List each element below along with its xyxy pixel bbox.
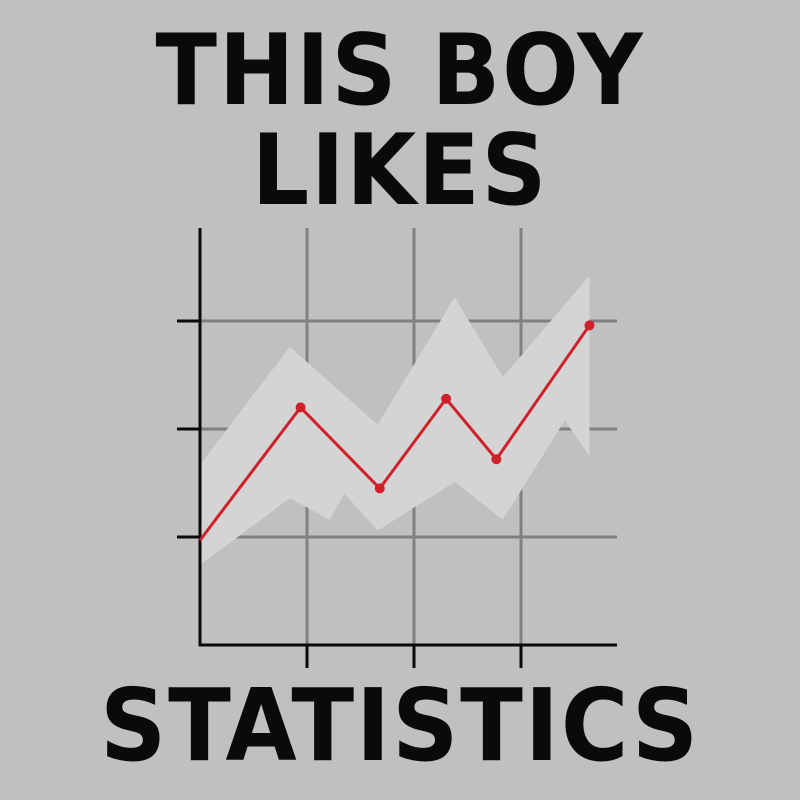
data-point xyxy=(374,483,385,494)
title-line-2: LIKES xyxy=(251,114,549,228)
data-point xyxy=(584,320,595,331)
axes xyxy=(177,228,617,668)
data-point xyxy=(491,454,502,465)
title-line-3: STATISTICS xyxy=(99,667,701,784)
data-point xyxy=(441,393,452,404)
title-line-1: THIS BOY xyxy=(155,14,645,128)
data-point xyxy=(295,402,306,413)
confidence-band xyxy=(200,275,590,566)
series-line xyxy=(198,324,591,542)
data-points xyxy=(295,320,595,494)
